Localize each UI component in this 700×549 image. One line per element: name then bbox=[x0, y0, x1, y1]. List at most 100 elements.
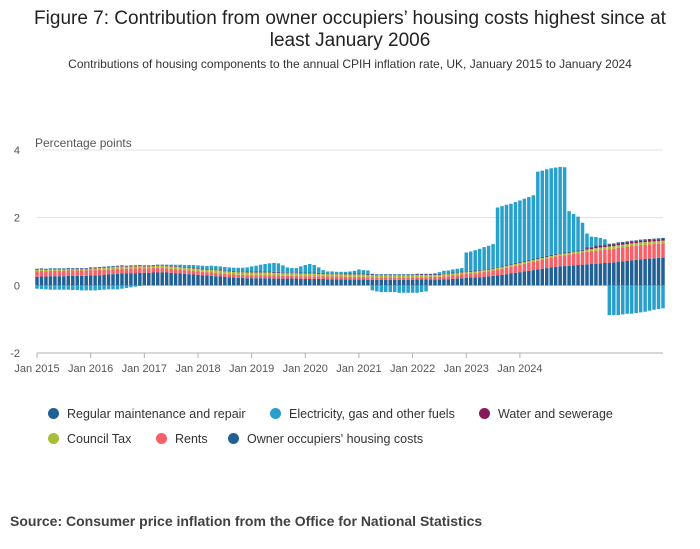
bar-segment-council-tax bbox=[612, 246, 616, 249]
bar-segment-rents bbox=[339, 276, 343, 280]
bar-segment-rents bbox=[276, 275, 281, 279]
bar-segment-owner-occupiers bbox=[451, 278, 455, 286]
bar-segment-electricity bbox=[276, 263, 281, 272]
bar-segment-owner-occupiers bbox=[594, 263, 598, 286]
bar-segment-rents bbox=[598, 250, 603, 264]
legend-item-water[interactable]: Water and sewerage bbox=[479, 407, 613, 421]
bar-segment-electricity bbox=[518, 200, 522, 262]
bar-segment-electricity bbox=[603, 239, 607, 245]
bar-segment-council-tax bbox=[173, 266, 178, 270]
bar-segment-owner-occupiers bbox=[406, 279, 410, 286]
bar-segment-maintenance bbox=[138, 265, 142, 266]
bar-segment-electricity bbox=[366, 270, 370, 274]
bar-segment-council-tax bbox=[106, 267, 111, 270]
bar-segment-owner-occupiers bbox=[522, 271, 527, 286]
legend-item-maintenance[interactable]: Regular maintenance and repair bbox=[48, 407, 246, 421]
bar-segment-owner-occupiers bbox=[576, 265, 580, 286]
bar-segment-rents bbox=[93, 270, 97, 276]
bar-segment-rents bbox=[661, 243, 665, 258]
legend-item-council-tax[interactable]: Council Tax bbox=[48, 432, 131, 446]
bar-segment-owner-occupiers bbox=[366, 279, 370, 286]
bar-segment-council-tax bbox=[218, 270, 223, 274]
legend-item-electricity[interactable]: Electricity, gas and other fuels bbox=[270, 407, 455, 421]
bar-segment-owner-occupiers bbox=[214, 276, 218, 286]
bar-segment-rents bbox=[84, 270, 88, 276]
bar-segment-council-tax bbox=[424, 274, 428, 278]
bar-segment-maintenance bbox=[473, 270, 477, 272]
bar-segment-rents bbox=[375, 277, 379, 280]
bar-segment-council-tax bbox=[647, 241, 652, 245]
bar-segment-rents bbox=[464, 273, 468, 278]
bar-segment-owner-occupiers bbox=[312, 278, 316, 286]
bar-segment-electricity bbox=[93, 285, 97, 291]
bar-segment-maintenance bbox=[245, 271, 249, 273]
bar-segment-council-tax bbox=[240, 272, 245, 275]
bar-segment-council-tax bbox=[272, 272, 276, 276]
bar-segment-owner-occupiers bbox=[401, 279, 406, 286]
bar-segment-maintenance bbox=[504, 265, 509, 266]
bar-segment-council-tax bbox=[357, 274, 361, 277]
bar-segment-council-tax bbox=[138, 266, 142, 269]
bar-segment-council-tax bbox=[44, 269, 48, 272]
bar-segment-water bbox=[634, 241, 638, 244]
bar-segment-rents bbox=[196, 271, 200, 275]
bar-segment-maintenance bbox=[53, 268, 57, 270]
bar-segment-electricity bbox=[375, 285, 379, 292]
bar-segment-council-tax bbox=[415, 274, 419, 278]
bar-segment-rents bbox=[334, 276, 339, 280]
bar-segment-rents bbox=[509, 266, 513, 274]
bar-segment-rents bbox=[397, 277, 401, 280]
bar-segment-maintenance bbox=[455, 272, 460, 273]
bar-segment-maintenance bbox=[218, 269, 223, 271]
bar-segment-owner-occupiers bbox=[218, 276, 223, 286]
bar-segment-electricity bbox=[433, 273, 437, 274]
bar-segment-rents bbox=[218, 273, 223, 277]
bar-segment-electricity bbox=[290, 268, 294, 273]
bar-segment-maintenance bbox=[35, 268, 39, 270]
legend-item-owner-occupiers[interactable]: Owner occupiers' housing costs bbox=[228, 432, 423, 446]
bar-segment-electricity bbox=[647, 285, 652, 311]
bar-segment-rents bbox=[294, 275, 299, 279]
bar-segment-maintenance bbox=[527, 259, 531, 261]
bar-segment-rents bbox=[88, 270, 93, 276]
bar-segment-maintenance bbox=[303, 272, 308, 274]
bar-segment-owner-occupiers bbox=[500, 274, 504, 286]
bar-segment-electricity bbox=[410, 285, 415, 293]
bar-segment-maintenance bbox=[410, 274, 415, 275]
bar-segment-electricity bbox=[325, 271, 330, 274]
bar-segment-electricity bbox=[254, 265, 258, 272]
bar-segment-rents bbox=[106, 269, 111, 275]
bar-segment-maintenance bbox=[451, 272, 455, 274]
bar-segment-rents bbox=[562, 255, 567, 267]
bar-segment-rents bbox=[370, 277, 375, 280]
bar-segment-electricity bbox=[621, 285, 625, 315]
bar-segment-electricity bbox=[419, 285, 424, 293]
bar-segment-maintenance bbox=[495, 266, 500, 268]
bar-segment-maintenance bbox=[638, 239, 643, 241]
bar-segment-owner-occupiers bbox=[245, 278, 249, 286]
bar-segment-council-tax bbox=[84, 269, 88, 271]
bar-segment-maintenance bbox=[299, 272, 303, 274]
bar-segment-owner-occupiers bbox=[357, 279, 361, 286]
bar-segment-rents bbox=[451, 275, 455, 279]
bar-segment-owner-occupiers bbox=[567, 265, 571, 286]
legend-item-rents[interactable]: Rents bbox=[156, 432, 208, 446]
bar-segment-maintenance bbox=[57, 268, 62, 270]
x-tick-label: Jan 2024 bbox=[497, 363, 542, 375]
bar-segment-maintenance bbox=[267, 271, 272, 273]
bar-segment-rents bbox=[455, 275, 460, 279]
bar-segment-electricity bbox=[84, 285, 88, 291]
bar-segment-owner-occupiers bbox=[616, 261, 621, 286]
bar-segment-electricity bbox=[191, 265, 196, 268]
bar-segment-owner-occupiers bbox=[66, 275, 71, 286]
bar-segment-maintenance bbox=[294, 272, 299, 273]
bar-segment-owner-occupiers bbox=[321, 278, 325, 286]
bar-segment-electricity bbox=[397, 285, 401, 293]
bar-segment-owner-occupiers bbox=[397, 279, 401, 286]
bar-segment-rents bbox=[39, 270, 44, 277]
bar-segment-rents bbox=[477, 272, 482, 278]
bar-segment-owner-occupiers bbox=[536, 269, 540, 286]
bar-segment-council-tax bbox=[187, 268, 191, 271]
bar-segment-maintenance bbox=[388, 274, 392, 275]
bar-segment-electricity bbox=[348, 271, 352, 274]
